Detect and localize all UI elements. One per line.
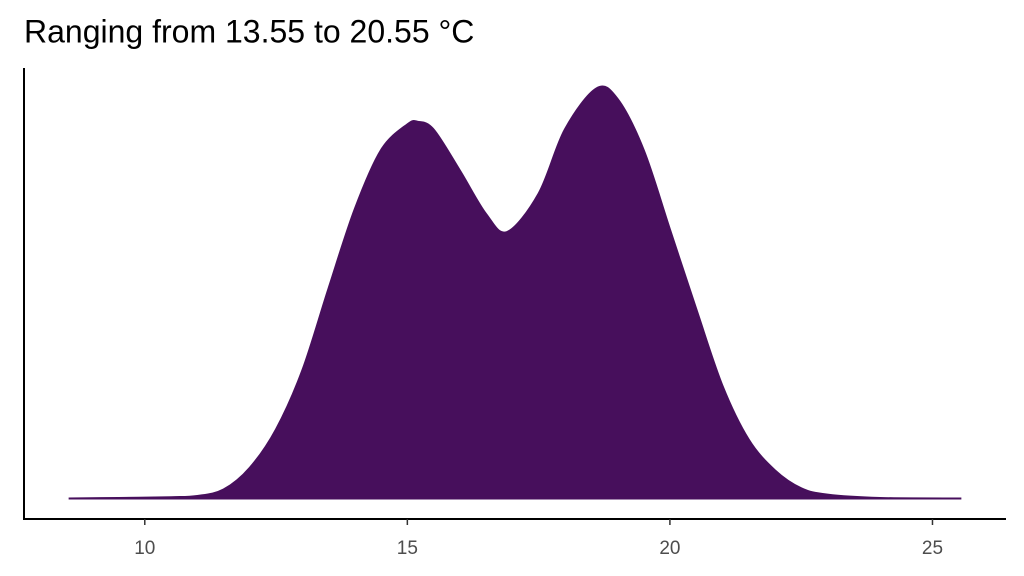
chart-title: Ranging from 13.55 to 20.55 °C: [24, 13, 474, 49]
density-area: [68, 85, 962, 500]
x-tick-label: 15: [397, 538, 418, 559]
x-tick-label: 10: [134, 538, 155, 559]
x-tick-label: 25: [922, 538, 943, 559]
x-tick-label: 20: [659, 538, 680, 559]
